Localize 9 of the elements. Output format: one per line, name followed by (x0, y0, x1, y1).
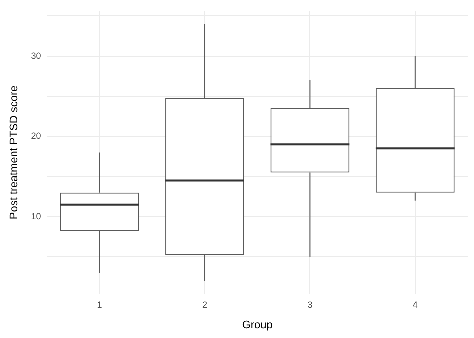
x-tick-label: 2 (202, 300, 208, 310)
y-tick-label: 10 (31, 211, 42, 222)
x-axis-title: Group (242, 319, 273, 332)
y-tick-label: 30 (31, 50, 42, 61)
x-tick-label: 3 (308, 300, 313, 310)
x-tick-label: 4 (412, 300, 418, 310)
y-axis-title: Post treatment PTSD score (8, 86, 21, 220)
x-tick-label: 1 (97, 300, 102, 310)
y-tick-label: 20 (31, 131, 42, 142)
